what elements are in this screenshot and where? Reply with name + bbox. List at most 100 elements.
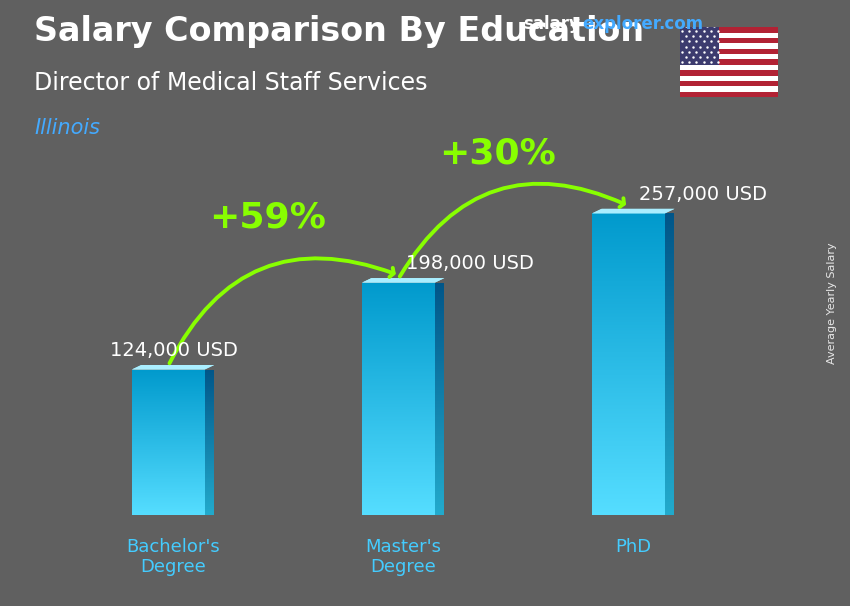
Bar xyxy=(435,363,445,364)
Bar xyxy=(205,504,214,505)
Bar xyxy=(592,345,665,346)
Bar xyxy=(362,490,435,491)
Bar xyxy=(362,308,435,309)
Bar xyxy=(665,453,675,454)
Bar xyxy=(362,335,435,336)
Bar xyxy=(592,367,665,369)
Bar xyxy=(205,414,214,415)
Bar xyxy=(435,456,445,457)
Bar xyxy=(592,241,665,242)
Bar xyxy=(132,378,205,379)
Bar xyxy=(205,481,214,482)
Bar xyxy=(205,445,214,446)
Bar xyxy=(592,379,665,381)
Bar xyxy=(362,470,435,471)
Bar xyxy=(665,459,675,461)
Bar xyxy=(435,435,445,436)
Bar xyxy=(592,462,665,464)
Bar xyxy=(665,423,675,425)
Bar xyxy=(435,502,445,504)
Bar xyxy=(435,291,445,292)
Bar xyxy=(132,384,205,385)
Bar xyxy=(592,275,665,277)
Bar xyxy=(665,269,675,271)
Bar xyxy=(362,424,435,425)
Bar xyxy=(362,504,435,505)
Bar xyxy=(362,391,435,392)
Bar xyxy=(435,302,445,304)
Bar xyxy=(205,384,214,385)
Bar xyxy=(680,59,778,65)
Bar xyxy=(435,437,445,438)
Bar xyxy=(435,328,445,329)
Bar xyxy=(205,426,214,427)
Bar xyxy=(592,376,665,378)
Bar xyxy=(362,296,435,298)
Bar xyxy=(665,479,675,481)
Bar xyxy=(592,321,665,322)
Polygon shape xyxy=(132,365,214,370)
Bar xyxy=(592,254,665,256)
Bar xyxy=(362,441,435,442)
Bar xyxy=(435,507,445,508)
Bar xyxy=(435,282,445,284)
Bar xyxy=(665,361,675,363)
Bar xyxy=(362,350,435,351)
Bar xyxy=(132,487,205,488)
Bar xyxy=(362,492,435,493)
Bar xyxy=(205,422,214,424)
Bar xyxy=(435,358,445,359)
Bar xyxy=(665,405,675,407)
Bar xyxy=(665,241,675,242)
Bar xyxy=(132,462,205,463)
Bar xyxy=(205,405,214,406)
Bar xyxy=(362,371,435,372)
Bar xyxy=(362,407,435,408)
Bar xyxy=(435,421,445,422)
Bar xyxy=(205,464,214,465)
Bar xyxy=(132,397,205,398)
Bar xyxy=(362,287,435,288)
Bar xyxy=(435,287,445,288)
Bar xyxy=(205,381,214,382)
Bar xyxy=(205,385,214,386)
Bar xyxy=(132,457,205,458)
Bar xyxy=(132,409,205,410)
Bar xyxy=(665,262,675,263)
Bar xyxy=(132,376,205,377)
Bar xyxy=(435,477,445,478)
Bar xyxy=(132,474,205,475)
Bar xyxy=(362,454,435,456)
Bar xyxy=(435,496,445,498)
Bar xyxy=(362,471,435,472)
Bar xyxy=(665,222,675,224)
Text: 257,000 USD: 257,000 USD xyxy=(639,185,768,204)
Bar xyxy=(665,388,675,390)
Bar xyxy=(132,415,205,416)
Bar xyxy=(665,485,675,487)
Bar xyxy=(665,318,675,319)
Bar xyxy=(592,221,665,222)
Bar xyxy=(435,506,445,507)
Bar xyxy=(592,493,665,494)
Bar xyxy=(205,429,214,430)
Bar xyxy=(362,379,435,380)
Bar xyxy=(665,491,675,493)
Bar xyxy=(592,450,665,451)
Bar xyxy=(665,248,675,250)
Bar xyxy=(132,370,205,371)
Bar xyxy=(592,247,665,248)
Bar xyxy=(665,328,675,330)
Bar xyxy=(205,432,214,433)
Bar xyxy=(435,474,445,476)
Bar xyxy=(435,436,445,437)
Bar xyxy=(205,498,214,499)
Text: Salary Comparison By Education: Salary Comparison By Education xyxy=(34,15,644,48)
Bar xyxy=(132,443,205,444)
Bar xyxy=(592,222,665,224)
Bar xyxy=(665,371,675,373)
Bar xyxy=(205,508,214,509)
Bar xyxy=(132,502,205,503)
Bar xyxy=(665,464,675,465)
Bar xyxy=(205,459,214,460)
